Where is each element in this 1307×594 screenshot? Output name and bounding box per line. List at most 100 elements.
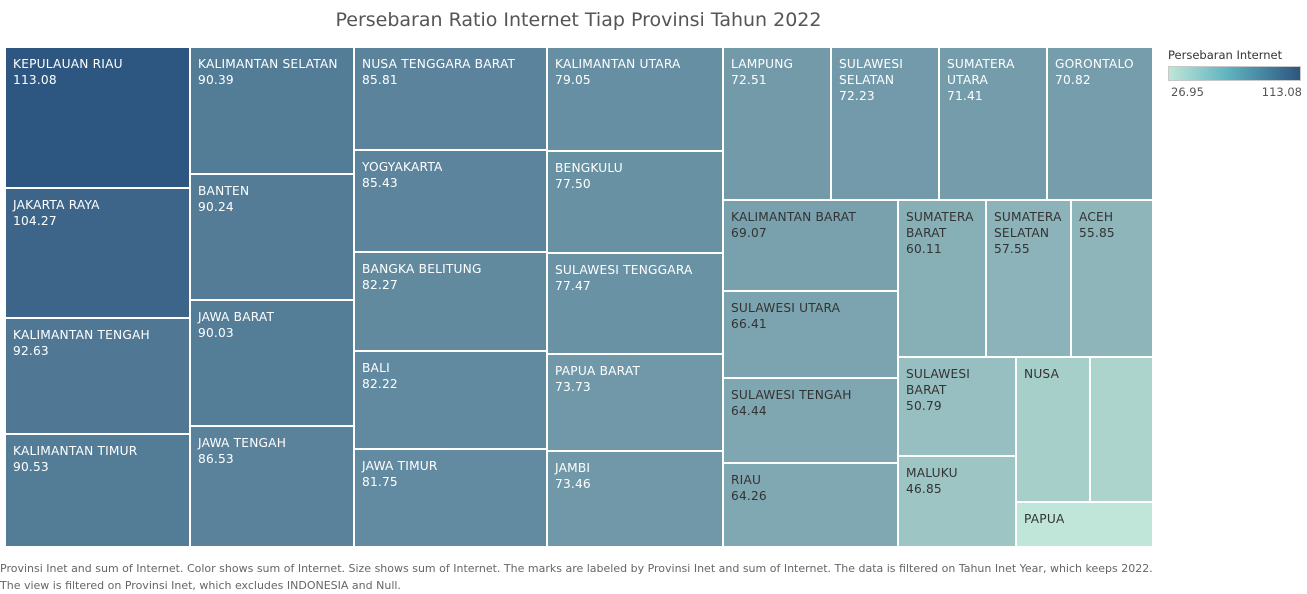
legend-min-label: 26.95 [1171,85,1204,99]
tile-value: 60.11 [906,242,942,256]
tile-label: KALIMANTAN TIMUR [13,444,138,458]
treemap-tile: KEPULAUAN RIAU 113.08 [5,47,190,188]
treemap-tile: YOGYAKARTA 85.43 [354,150,547,252]
tile-value: 57.55 [994,242,1030,256]
tile-value: 92.63 [13,344,49,358]
tile-value: 82.22 [362,377,398,391]
tile-value: 73.46 [555,477,591,491]
tile-value: 55.85 [1079,226,1115,240]
tile-label: NUSA TENGGARA BARAT [362,57,516,71]
tile-label: KALIMANTAN UTARA [555,57,681,71]
treemap-tile: ACEH 55.85 [1071,200,1153,357]
treemap-tile: MALUKU 46.85 [898,456,1016,547]
tile-value: 66.41 [731,317,767,331]
chart-title: Persebaran Ratio Internet Tiap Provinsi … [335,9,822,31]
legend-title: Persebaran Internet [1168,48,1283,62]
tile-value: 64.44 [731,404,767,418]
tile-label: PAPUA [1024,512,1065,526]
tile-value: 77.47 [555,279,591,293]
tile-label: PAPUA BARAT [555,364,641,378]
treemap-tile: JAWA TENGAH 86.53 [190,426,354,547]
tile-value: 64.26 [731,489,767,503]
tile-label: SULAWESI UTARA [731,301,841,315]
tile-value: 70.82 [1055,73,1091,87]
tile-value: 85.81 [362,73,398,87]
tile-value: 72.51 [731,73,767,87]
treemap-tile: SUMATERA UTARA 71.41 [939,47,1047,200]
treemap-tile: JAWA TIMUR 81.75 [354,449,547,547]
treemap-tile: PAPUA BARAT 73.73 [547,354,723,451]
tile-label: SULAWESI TENGAH [731,388,852,402]
tile-value: 90.39 [198,73,234,87]
tile-label: SUMATERA SELATAN [994,210,1062,240]
treemap-tile: LAMPUNG 72.51 [723,47,831,200]
treemap-tile: SULAWESI TENGAH 64.44 [723,378,898,463]
treemap-tile: JAWA BARAT 90.03 [190,300,354,426]
tile-label: JAWA BARAT [198,310,275,324]
tile-label: GORONTALO [1055,57,1134,71]
treemap-tile: SUMATERA SELATAN 57.55 [986,200,1071,357]
treemap-tile: KALIMANTAN TIMUR 90.53 [5,434,190,547]
tile-value: 50.79 [906,399,942,413]
tile-label: JAKARTA RAYA [13,198,100,212]
treemap-tile: SULAWESI UTARA 66.41 [723,291,898,378]
tile-value: 81.75 [362,475,398,489]
tile-label: JAWA TIMUR [362,459,438,473]
color-legend: Persebaran Internet 26.95 113.08 [1168,48,1304,99]
tile-label: BANGKA BELITUNG [362,262,482,276]
tile-value: 90.24 [198,200,234,214]
tile-value: 46.85 [906,482,942,496]
tile-label: NUSA [1024,367,1060,381]
treemap: KEPULAUAN RIAU 113.08 JAKARTA RAYA 104.27 KA… [5,47,1153,547]
tile-label: JAMBI [555,461,591,475]
tile-value: 113.08 [13,73,57,87]
treemap-tile: SULAWESI BARAT 50.79 [898,357,1016,456]
tile-value: 90.53 [13,460,49,474]
tile-label: LAMPUNG [731,57,794,71]
tile-label: KEPULAUAN RIAU [13,57,123,71]
treemap-tile: BALI 82.22 [354,351,547,449]
treemap-tile: GORONTALO 70.82 [1047,47,1153,200]
tile-value: 71.41 [947,89,983,103]
treemap-tile: NUSA TENGGARA BARAT 85.81 [354,47,547,150]
tile-label: SUMATERA UTARA [947,57,1015,87]
treemap-tile: KALIMANTAN TENGAH 92.63 [5,318,190,434]
tile-label: JAWA TENGAH [198,436,287,450]
treemap-tile: PAPUA [1016,502,1153,547]
tile-label: SULAWESI BARAT [906,367,971,397]
tile-value: 69.07 [731,226,767,240]
tile-label: BENGKULU [555,161,623,175]
treemap-tile: NUSA [1016,357,1090,502]
tile-label: ACEH [1079,210,1114,224]
tile-value: 90.03 [198,326,234,340]
legend-max-label: 113.08 [1261,85,1302,99]
tile-value: 104.27 [13,214,57,228]
treemap-tile: SULAWESI TENGGARA 77.47 [547,253,723,354]
treemap-tile: RIAU 64.26 [723,463,898,547]
treemap-tile: BANTEN 90.24 [190,174,354,300]
treemap-tile: SULAWESI SELATAN 72.23 [831,47,939,200]
tile-label: KALIMANTAN SELATAN [198,57,338,71]
treemap-tile: SUMATERA BARAT 60.11 [898,200,986,357]
tile-label: SULAWESI SELATAN [839,57,904,87]
tile-value: 72.23 [839,89,875,103]
treemap-tile: JAMBI 73.46 [547,451,723,547]
tile-label: RIAU [731,473,762,487]
legend-gradient-bar [1168,66,1301,81]
tile-value: 77.50 [555,177,591,191]
tile-value: 85.43 [362,176,398,190]
tile-value: 86.53 [198,452,234,466]
treemap-tile: BANGKA BELITUNG 82.27 [354,252,547,351]
tile-label: KALIMANTAN TENGAH [13,328,150,342]
tile-value: 82.27 [362,278,398,292]
treemap-tile: KALIMANTAN UTARA 79.05 [547,47,723,151]
tile-label: KALIMANTAN BARAT [731,210,857,224]
tile-label: YOGYAKARTA [362,160,443,174]
tile-label: BALI [362,361,390,375]
treemap-tile [1090,357,1153,502]
tile-label: SUMATERA BARAT [906,210,974,240]
chart-caption: Provinsi Inet and sum of Internet. Color… [0,562,1153,592]
tile-value: 79.05 [555,73,591,87]
tile-value: 73.73 [555,380,591,394]
treemap-tile: KALIMANTAN SELATAN 90.39 [190,47,354,174]
